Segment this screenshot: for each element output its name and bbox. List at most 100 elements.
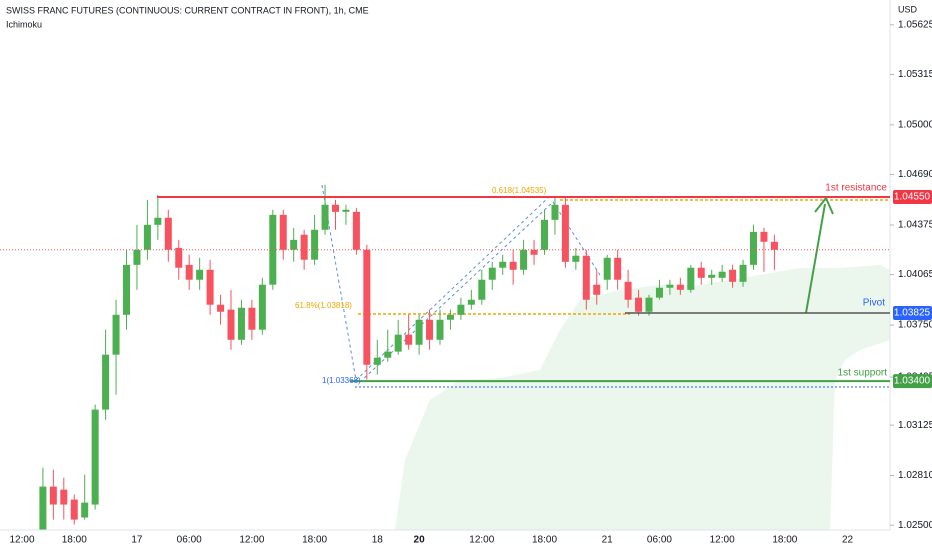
candle-body	[488, 267, 496, 280]
y-tick-label: 1.02500	[898, 520, 932, 531]
x-tick-label: 18:00	[62, 535, 87, 546]
candle-body	[300, 234, 308, 260]
candle-body	[541, 219, 548, 250]
candle-body	[760, 231, 768, 242]
candle-body	[655, 287, 663, 298]
candle-body	[143, 224, 151, 250]
candle-body	[70, 499, 78, 520]
x-tick-label: 22	[842, 535, 854, 546]
x-tick-label: 21	[602, 535, 614, 546]
fib-connector	[552, 201, 601, 276]
candle-body	[499, 261, 507, 268]
fib-label: 61.8%(1.03818)	[295, 301, 352, 310]
chart-title: SWISS FRANC FUTURES (CONTINUOUS: CURRENT…	[6, 5, 369, 15]
candle-body	[258, 284, 266, 330]
fib-connector	[355, 195, 551, 381]
arrow-head	[814, 196, 834, 215]
y-tick-label: 1.04375	[898, 220, 932, 231]
x-tick-label: 17	[131, 535, 143, 546]
candle-body	[572, 255, 580, 262]
candle-body	[237, 307, 245, 340]
candle-body	[227, 309, 235, 340]
candle-body	[530, 249, 538, 255]
candle-body	[196, 269, 204, 280]
candle-body	[426, 319, 434, 340]
x-tick-label: 18:00	[772, 535, 797, 546]
x-tick-label: 06:00	[177, 535, 202, 546]
candle-body	[60, 489, 68, 505]
price-tag	[893, 189, 932, 204]
price-tag-label: 1.04550	[894, 192, 931, 203]
candle-body	[478, 279, 486, 300]
candle-body	[708, 274, 716, 278]
candle-body	[770, 241, 778, 250]
candle-body	[593, 284, 601, 295]
candle-body	[729, 269, 737, 282]
y-tick-label: 1.04065	[898, 269, 932, 280]
candle-body	[133, 249, 141, 265]
y-tick-label: 1.03125	[898, 420, 932, 431]
candle-body	[645, 297, 653, 312]
price-tag	[893, 306, 932, 321]
candle-body	[91, 409, 99, 505]
fib-connector	[359, 201, 554, 383]
candle-body	[635, 297, 643, 312]
level-label: 1st support	[838, 368, 888, 379]
candle-body	[676, 284, 684, 290]
candle-body	[436, 319, 444, 340]
candle-body	[520, 249, 528, 270]
candle-body	[164, 217, 172, 250]
candle-body	[112, 314, 120, 355]
candle-body	[342, 209, 350, 212]
candle-body	[394, 334, 402, 352]
x-tick-label: 12:00	[239, 535, 264, 546]
candle-body	[739, 264, 747, 282]
candle-body	[561, 204, 569, 262]
candle-body	[185, 264, 193, 280]
candle-body	[551, 204, 559, 220]
candle-body	[290, 239, 298, 250]
y-tick-label: 1.03750	[898, 320, 932, 331]
candle-body	[750, 231, 757, 265]
candle-body	[373, 357, 381, 365]
fib-label: 0.618(1.04535)	[492, 186, 547, 195]
candle-body	[81, 502, 89, 518]
candle-body	[332, 204, 339, 212]
candle-body	[206, 269, 214, 305]
price-tag-label: 1.03400	[894, 376, 931, 387]
x-tick-label: 12:00	[9, 535, 34, 546]
candle-body	[123, 264, 130, 315]
y-tick-label: 1.02810	[898, 470, 932, 481]
ichimoku-cloud	[395, 265, 890, 530]
candle-body	[509, 261, 517, 270]
candle-body	[154, 217, 162, 225]
x-tick-label: 18:00	[302, 535, 327, 546]
candle-body	[624, 281, 632, 300]
candle-body	[614, 257, 622, 280]
candle-body	[279, 214, 287, 250]
x-tick-label: 12:00	[469, 535, 494, 546]
indicator-name: Ichimoku	[6, 19, 42, 29]
currency: USD	[898, 4, 918, 14]
price-tag	[893, 374, 932, 389]
candle-body	[446, 314, 454, 320]
candle-body	[352, 211, 360, 250]
candle-body	[697, 267, 705, 278]
y-tick-label: 1.05000	[898, 120, 932, 131]
candle-body	[718, 271, 726, 278]
candle-body	[457, 304, 465, 315]
x-tick-label: 18	[372, 535, 384, 546]
arrow	[805, 203, 826, 314]
candle-body	[666, 284, 674, 288]
candle-body	[467, 299, 475, 305]
candle-body	[49, 486, 57, 505]
x-tick-label: 06:00	[647, 535, 672, 546]
level-label: 1st resistance	[825, 183, 887, 194]
candle-body	[415, 319, 423, 345]
candle-body	[321, 204, 329, 230]
x-tick-label: 12:00	[710, 535, 735, 546]
candle-body	[405, 334, 413, 345]
candle-body	[311, 229, 319, 260]
candle-body	[175, 247, 183, 268]
